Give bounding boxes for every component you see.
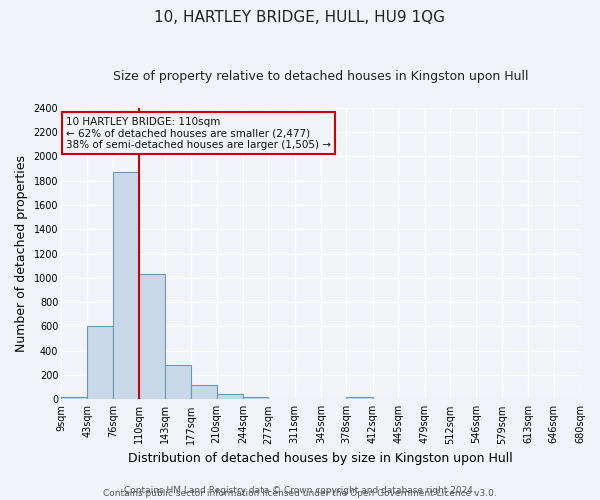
Bar: [139, 274, 165, 400]
Y-axis label: Number of detached properties: Number of detached properties: [15, 155, 28, 352]
Text: Contains public sector information licensed under the Open Government Licence v3: Contains public sector information licen…: [103, 488, 497, 498]
Title: Size of property relative to detached houses in Kingston upon Hull: Size of property relative to detached ho…: [113, 70, 528, 83]
Bar: [217, 394, 243, 400]
Bar: [346, 397, 373, 400]
Bar: [191, 386, 217, 400]
Text: Contains HM Land Registry data © Crown copyright and database right 2024.: Contains HM Land Registry data © Crown c…: [124, 486, 476, 495]
Text: 10 HARTLEY BRIDGE: 110sqm
← 62% of detached houses are smaller (2,477)
38% of se: 10 HARTLEY BRIDGE: 110sqm ← 62% of detac…: [66, 116, 331, 150]
Bar: [61, 398, 88, 400]
Bar: [88, 326, 113, 400]
Text: 10, HARTLEY BRIDGE, HULL, HU9 1QG: 10, HARTLEY BRIDGE, HULL, HU9 1QG: [155, 10, 445, 25]
Bar: [113, 172, 139, 400]
Bar: [165, 364, 191, 400]
Bar: [268, 398, 295, 400]
Bar: [243, 397, 268, 400]
X-axis label: Distribution of detached houses by size in Kingston upon Hull: Distribution of detached houses by size …: [128, 452, 513, 465]
